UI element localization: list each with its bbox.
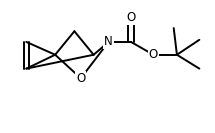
Text: O: O: [126, 11, 136, 24]
Text: O: O: [76, 72, 85, 85]
Text: N: N: [104, 35, 113, 48]
Text: O: O: [149, 48, 158, 61]
